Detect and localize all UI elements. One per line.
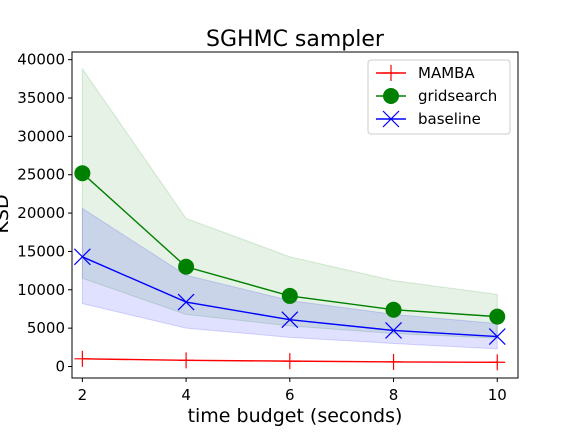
x-tick-label-0: 2	[78, 386, 88, 404]
point-baseline-2	[281, 311, 299, 329]
point-baseline-4	[488, 328, 506, 346]
y-tick-label-5: 25000	[17, 166, 65, 184]
point-baseline-1	[177, 293, 195, 311]
x-tick-label-3: 8	[389, 386, 399, 404]
legend-label-MAMBA: MAMBA	[418, 64, 475, 82]
point-MAMBA-3	[385, 353, 402, 370]
chart-title: SGHMC sampler	[206, 27, 385, 52]
band-baseline	[81, 207, 498, 350]
legend: MAMBA gridsearch baseline	[367, 59, 511, 135]
y-tick-label-6: 30000	[17, 127, 65, 145]
x-axis: 2 4 6 8 10	[78, 378, 507, 404]
y-tick-label-3: 15000	[17, 242, 65, 260]
plot-frame	[71, 51, 519, 379]
point-gridsearch-3	[385, 301, 402, 318]
legend-item-baseline: baseline	[376, 110, 481, 128]
y-axis-label: KSD	[0, 194, 13, 233]
point-gridsearch-0	[74, 165, 91, 182]
y-tick-label-4: 20000	[17, 204, 65, 222]
y-axis: 0 5000 10000 15000 20000 25000 30000 35000 40000	[17, 51, 72, 375]
point-baseline-0	[73, 248, 91, 266]
point-gridsearch-1	[178, 258, 195, 275]
point-baseline-3	[385, 322, 402, 339]
legend-item-gridsearch: gridsearch	[376, 87, 497, 105]
point-gridsearch-4	[489, 308, 506, 325]
legend-item-MAMBA: MAMBA	[376, 64, 475, 82]
point-MAMBA-0	[74, 350, 91, 367]
point-MAMBA-1	[178, 352, 195, 369]
point-MAMBA-2	[281, 353, 298, 370]
y-tick-label-2: 10000	[17, 281, 65, 299]
x-tick-label-1: 4	[181, 386, 191, 404]
legend-marker-gridsearch	[383, 88, 399, 104]
x-tick-label-2: 6	[285, 386, 295, 404]
legend-label-gridsearch: gridsearch	[418, 87, 497, 105]
legend-box	[367, 59, 511, 135]
point-MAMBA-4	[489, 354, 506, 371]
legend-marker-baseline	[382, 110, 400, 128]
legend-marker-MAMBA	[383, 65, 399, 81]
x-axis-label: time budget (seconds)	[188, 405, 403, 427]
y-tick-label-0: 0	[55, 357, 65, 375]
series-markers	[73, 165, 506, 371]
legend-label-baseline: baseline	[418, 110, 481, 128]
y-tick-label-7: 35000	[17, 89, 65, 107]
y-tick-label-1: 5000	[27, 319, 65, 337]
x-tick-label-4: 10	[488, 386, 507, 404]
y-tick-label-8: 40000	[17, 51, 65, 69]
point-gridsearch-2	[281, 287, 298, 304]
